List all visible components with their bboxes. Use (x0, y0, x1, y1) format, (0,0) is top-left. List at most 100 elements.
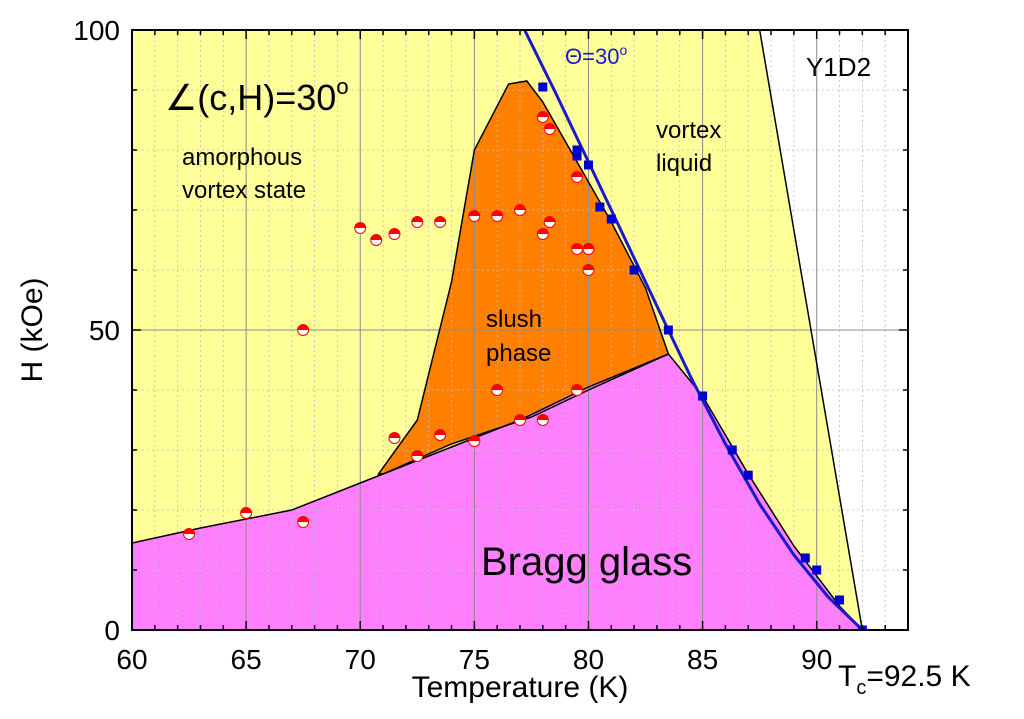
x-tick-label: 90 (801, 644, 832, 675)
blue-square-point (583, 160, 593, 170)
point-fill (388, 228, 400, 234)
red-half-circle-point (514, 414, 526, 426)
red-half-circle-point (370, 234, 383, 246)
slush-label-line1: slush (486, 306, 542, 333)
point-fill (434, 216, 446, 222)
point-fill (370, 234, 382, 240)
red-half-circle-point (468, 210, 481, 222)
red-half-circle-point (491, 210, 504, 222)
red-half-circle-point (571, 384, 584, 396)
blue-square-point (663, 325, 673, 335)
red-half-circle-point (536, 111, 549, 123)
point-fill (582, 243, 594, 249)
tc-annotation: Tc=92.5 K (838, 660, 971, 699)
point-fill (468, 210, 480, 216)
x-tick-label: 80 (573, 644, 604, 675)
point-fill (240, 507, 252, 513)
point-fill (491, 384, 503, 390)
red-half-circle-point (411, 216, 424, 228)
red-half-circle-point (582, 264, 595, 276)
point-fill (354, 222, 366, 228)
grid (132, 30, 908, 630)
point-fill (183, 528, 195, 534)
point-fill (411, 216, 423, 222)
blue-square-point (800, 553, 810, 563)
bragg-boundary-line (132, 353, 863, 630)
angle-annotation: ∠(c,H)=30o (165, 74, 349, 118)
point-fill (514, 204, 526, 210)
red-half-circle-point (571, 171, 584, 183)
point-fill (537, 111, 549, 117)
red-half-circle-point (514, 204, 526, 216)
red-half-circle-point (297, 516, 310, 528)
x-tick-label: 70 (345, 644, 376, 675)
point-fill (411, 450, 423, 456)
red-half-circle-point (571, 243, 584, 255)
vortex-liquid-label-line1: vortex (656, 117, 721, 144)
y-tick-label: 100 (73, 15, 120, 46)
bragg-glass-label: Bragg glass (481, 540, 692, 584)
sample-label: Y1D2 (806, 52, 871, 82)
point-fill (582, 264, 594, 270)
red-half-circle-point (582, 243, 595, 255)
blue-square-point (572, 151, 582, 161)
point-fill (491, 210, 503, 216)
point-fill (537, 414, 549, 420)
red-half-circle-point (491, 384, 504, 396)
blue-square-point (727, 445, 737, 455)
blue-square-point (812, 565, 822, 575)
red-half-circle-point (536, 228, 549, 240)
blue-square-point (538, 82, 548, 92)
blue-square-point (835, 595, 845, 605)
theta-annotation: Θ=30o (565, 42, 627, 69)
blue-square-point (629, 265, 639, 275)
red-half-circle-point (543, 216, 556, 228)
red-half-circle-point (543, 123, 556, 135)
x-axis-label: Temperature (K) (412, 671, 629, 704)
red-half-circle-point (354, 222, 367, 234)
amorphous-label-line2: vortex state (182, 177, 306, 204)
vortex-liquid-label-line2: liquid (656, 150, 712, 177)
slush-region (378, 81, 669, 474)
blue-square-point (743, 470, 753, 480)
red-half-circle-point (240, 507, 253, 519)
red-half-circle-point (411, 450, 424, 462)
blue-square-point (572, 145, 582, 155)
point-fill (571, 243, 583, 249)
x-tick-label: 75 (459, 644, 490, 675)
red-half-circle-point (388, 228, 401, 240)
red-half-circle-point (434, 429, 447, 441)
amorphous-label-line1: amorphous (182, 144, 302, 171)
red-half-circle-point (388, 432, 401, 444)
y-tick-label: 0 (104, 615, 120, 646)
x-tick-label: 60 (116, 644, 147, 675)
point-fill (468, 435, 480, 441)
point-fill (571, 384, 583, 390)
point-fill (297, 516, 309, 522)
point-fill (388, 432, 400, 438)
point-fill (571, 171, 583, 177)
red-half-circle-point (536, 414, 549, 426)
point-fill (297, 324, 309, 330)
blue-square-point (698, 391, 708, 401)
point-fill (537, 228, 549, 234)
point-fill (544, 123, 556, 129)
x-tick-label: 65 (231, 644, 262, 675)
y-tick-label: 50 (89, 315, 120, 346)
x-tick-label: 85 (687, 644, 718, 675)
y-axis-label: H (kOe) (16, 278, 49, 383)
blue-square-point (595, 202, 605, 212)
point-fill (434, 429, 446, 435)
axis-ticks: 60 65 70 75 80 85 90 0 50 100 (73, 15, 909, 675)
point-fill (514, 414, 526, 420)
red-half-circle-point (434, 216, 447, 228)
fit-line (523, 30, 864, 630)
red-half-circle-point (297, 324, 310, 336)
blue-square-point (606, 214, 616, 224)
plot-area (132, 30, 908, 630)
phase-boundaries (132, 30, 864, 630)
data-marks (183, 82, 867, 630)
liquid-boundary-line (758, 30, 864, 630)
red-half-circle-point (183, 528, 196, 540)
